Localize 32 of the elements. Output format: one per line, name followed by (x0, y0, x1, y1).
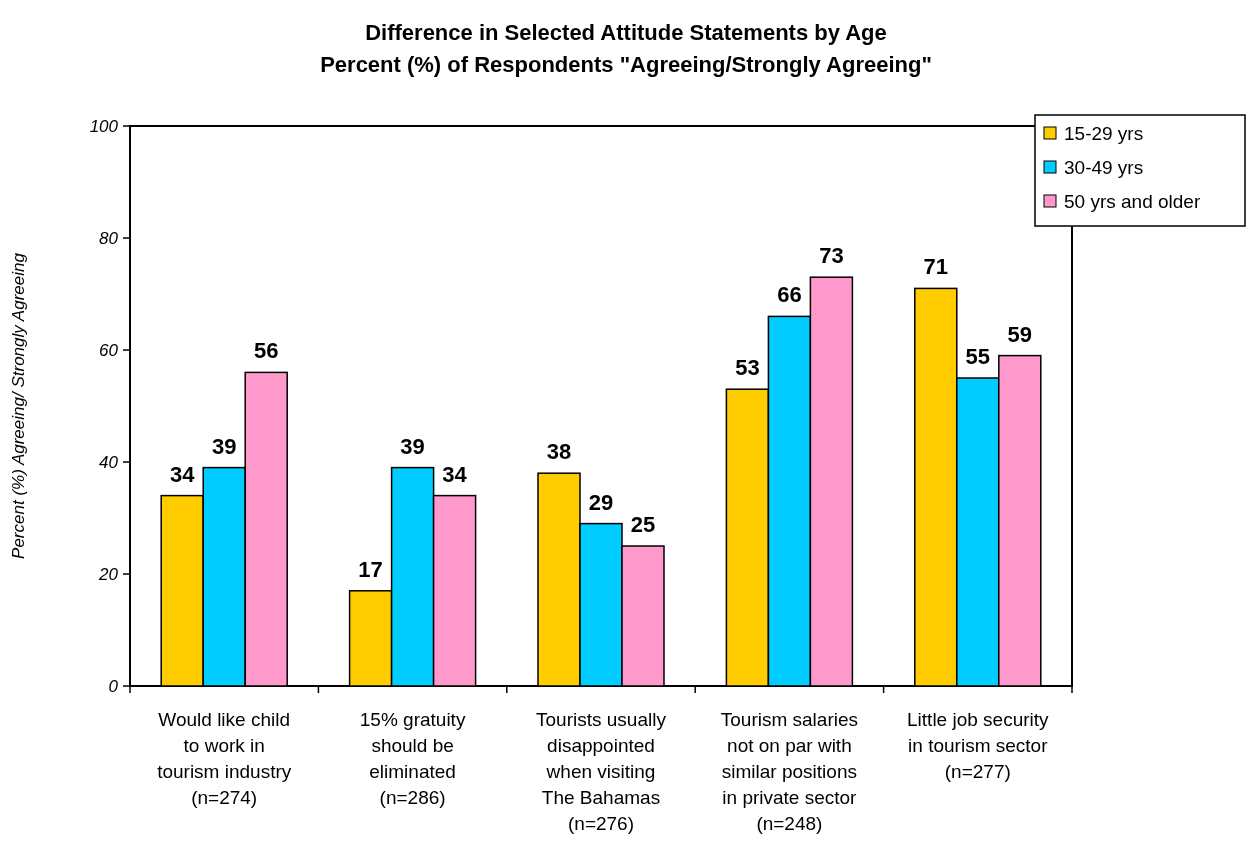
x-tick-label: Tourism salaries not on par with similar positions in private sector (n=248) (720, 709, 859, 834)
y-tick-label: 0 (108, 676, 119, 696)
data-label: 55 (965, 344, 991, 369)
data-label: 38 (546, 439, 572, 465)
data-label: 17 (358, 556, 383, 582)
data-label: 29 (588, 489, 614, 515)
x-tick-label: 15% gratuity should be eliminated (n=286) (359, 709, 466, 808)
y-tick-label: 60 (99, 340, 119, 360)
chart-subtitle: Percent (%) of Respondents "Agreeing/Strongly Agreeing" (320, 52, 932, 77)
data-label: 53 (735, 355, 760, 381)
legend-label: 50 yrs and older (1064, 190, 1201, 212)
data-label: 71 (923, 254, 949, 280)
data-label: 25 (630, 512, 656, 537)
y-tick-label: 80 (99, 228, 119, 248)
data-label: 34 (169, 461, 196, 487)
chart-title: Difference in Selected Attitude Statements by Age (365, 20, 887, 45)
legend-label: 15-29 yrs (1064, 122, 1144, 144)
data-label: 39 (400, 433, 425, 459)
y-tick-label: 20 (98, 564, 119, 584)
data-label: 34 (442, 461, 468, 487)
y-axis-title: Percent (%) Agreeing/ Strongly Agreeing (9, 252, 28, 559)
data-label: 66 (777, 282, 802, 308)
y-tick-label: 40 (99, 452, 119, 472)
x-tick-label: Little job security in tourism sector (n=277) (907, 709, 1050, 782)
x-tick-label: Would like child to work in tourism industry (n=274) (157, 709, 292, 808)
data-label: 39 (211, 433, 237, 459)
data-label: 56 (253, 338, 279, 364)
legend-label: 30-49 yrs (1064, 156, 1144, 178)
y-tick-label: 100 (89, 116, 119, 136)
x-tick-label: Tourists usually disappointed when visiting The Bahamas (n=276) (536, 709, 667, 834)
data-label: 59 (1007, 321, 1033, 347)
data-label: 73 (819, 243, 844, 269)
